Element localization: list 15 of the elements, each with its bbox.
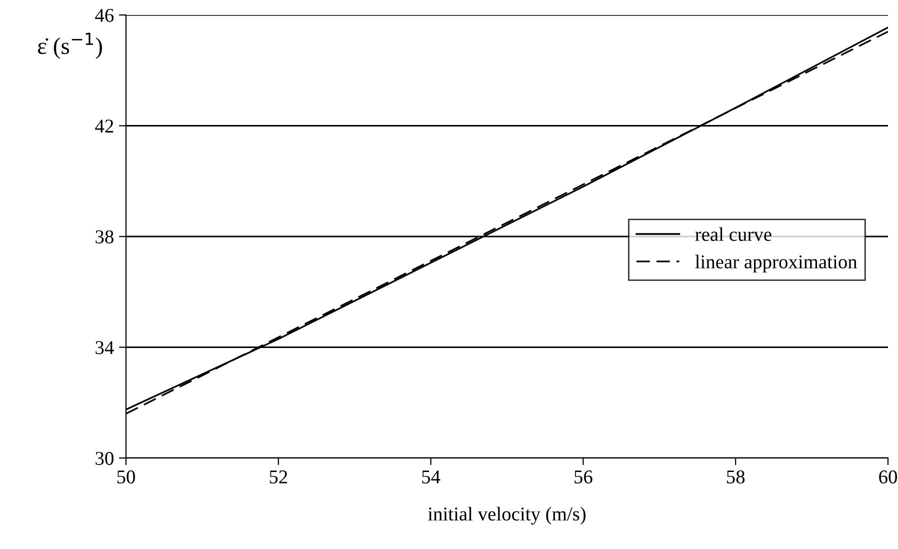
y-tick-label: 42 [95,120,114,132]
x-tick-label: 60 [879,470,897,484]
y-tick-label: 38 [96,230,114,244]
legend-label: linear approximation [695,254,858,272]
x-tick-label: 56 [574,470,592,484]
x-tick-label: 58 [727,470,745,484]
legend-label: real curve [695,227,772,241]
y-tick-label: 30 [96,452,114,465]
x-tick-label: 52 [270,470,288,484]
x-tick-label: 50 [117,470,135,484]
y-axis-title: ε̇ (s$^{−1}$) [38,32,102,59]
x-tick-label: 54 [422,470,440,484]
x-axis-title: initial velocity (m/s) [428,506,586,525]
y-tick-label: 34 [96,341,114,354]
y-tick-label: 46 [95,8,114,22]
